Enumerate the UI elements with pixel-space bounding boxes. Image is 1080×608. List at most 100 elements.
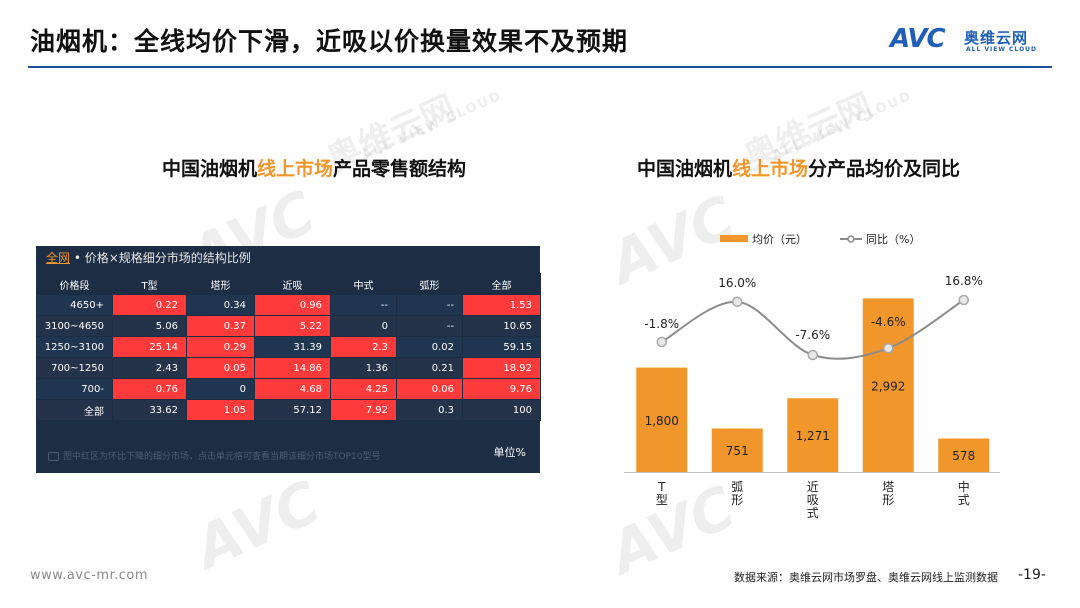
table-cell[interactable]: 14.86 bbox=[254, 357, 331, 379]
table-unit: 单位% bbox=[493, 446, 526, 459]
price-yoy-chart: 均价（元） 同比（%） 1,800 751 1,271 2,992 578 -1.8% 16.0… bbox=[624, 233, 1000, 520]
footer-url[interactable]: www.avc-mr.com bbox=[30, 568, 149, 583]
table-row: 全部 33.62 1.05 57.12 7.92 0.3 100 bbox=[36, 399, 541, 421]
table-cell[interactable]: 4.68 bbox=[254, 378, 331, 400]
table-cell[interactable]: 0.34 bbox=[186, 294, 255, 316]
table-cell[interactable]: 31.39 bbox=[254, 336, 331, 358]
yoy-point[interactable] bbox=[732, 296, 743, 308]
bar-value-label: 751 bbox=[726, 444, 749, 458]
table-row: 700~1250 2.43 0.05 14.86 1.36 0.21 18.92 bbox=[36, 357, 541, 379]
table-note-text: 图中红区为环比下降的细分市场，点击单元格可查看当期该细分市场TOP10型号 bbox=[63, 452, 381, 462]
table-cell[interactable]: 1.36 bbox=[330, 357, 397, 379]
bar-value-label: 2,992 bbox=[871, 379, 905, 393]
yoy-point[interactable] bbox=[883, 342, 894, 354]
bar[interactable] bbox=[938, 438, 990, 472]
bar[interactable] bbox=[787, 398, 839, 472]
right-title-highlight: 线上市场 bbox=[732, 158, 809, 180]
yoy-value-label: 16.8% bbox=[945, 274, 983, 288]
table-cell[interactable]: 2.43 bbox=[112, 357, 187, 379]
table-cell[interactable]: 0.76 bbox=[112, 378, 187, 400]
table-cell[interactable]: 0.05 bbox=[186, 357, 255, 379]
table-cell[interactable]: 0.29 bbox=[186, 336, 255, 358]
table-cell[interactable]: 0.21 bbox=[396, 357, 463, 379]
legend-bar-label: 均价（元） bbox=[752, 233, 807, 246]
watermark-mark: AVC bbox=[185, 467, 330, 583]
table-cell[interactable]: -- bbox=[396, 315, 463, 337]
yoy-point[interactable] bbox=[807, 349, 818, 361]
table-cell[interactable]: 0 bbox=[186, 378, 255, 400]
table-cell[interactable]: 9.76 bbox=[462, 378, 541, 400]
table-cell[interactable]: 0.3 bbox=[396, 399, 463, 421]
yoy-value-label: -1.8% bbox=[644, 317, 679, 331]
yoy-value-label: -7.6% bbox=[795, 328, 830, 342]
bar[interactable] bbox=[862, 298, 914, 472]
left-title-highlight: 线上市场 bbox=[257, 158, 334, 180]
table-cell[interactable]: 0 bbox=[330, 315, 397, 337]
table-cell[interactable]: 0.06 bbox=[396, 378, 463, 400]
table-cell[interactable]: 1.05 bbox=[186, 399, 255, 421]
legend-bar-swatch bbox=[720, 235, 748, 242]
table-cell[interactable]: 18.92 bbox=[462, 357, 541, 379]
table-cell[interactable]: 0.96 bbox=[254, 294, 331, 316]
table-row: 1250~3100 25.14 0.29 31.39 2.3 0.02 59.15 bbox=[36, 336, 541, 358]
table-cell[interactable]: 2.3 bbox=[330, 336, 397, 358]
table-cell[interactable]: 4.25 bbox=[330, 378, 397, 400]
category-label-char: 近 bbox=[807, 480, 819, 494]
bar[interactable] bbox=[636, 367, 688, 472]
category-label-char: T bbox=[657, 480, 666, 494]
table-row: 700- 0.76 0 4.68 4.25 0.06 9.76 bbox=[36, 378, 541, 400]
table-cell[interactable]: -- bbox=[396, 294, 463, 316]
table-cell[interactable]: -- bbox=[330, 294, 397, 316]
table-cell[interactable]: 1.53 bbox=[462, 294, 541, 316]
row-header: 1250~3100 bbox=[36, 336, 113, 358]
yoy-value-label: 16.0% bbox=[718, 276, 756, 290]
category-label-char: 型 bbox=[656, 493, 668, 507]
page-title: 油烟机：全线均价下滑，近吸以价换量效果不及预期 bbox=[30, 27, 629, 56]
panel-header: 全网 • 价格×规格细分市场的结构比例 bbox=[36, 246, 540, 271]
category-label-char: 弧 bbox=[731, 480, 743, 494]
structure-table: 价格段 T型 塔形 近吸 中式 弧形 全部 4650+ 0.22 0.34 0.96 -- -- 1.5… bbox=[36, 273, 541, 421]
table-cell[interactable]: 25.14 bbox=[112, 336, 187, 358]
avc-logo: AVC 奥维云网 ALL VIEW CLOUD bbox=[890, 24, 1060, 58]
table-header-row: 价格段 T型 塔形 近吸 中式 弧形 全部 bbox=[36, 273, 541, 295]
right-title-pre: 中国油烟机 bbox=[637, 158, 733, 180]
tab-all-network[interactable]: 全网 bbox=[46, 251, 71, 265]
row-header: 700- bbox=[36, 378, 113, 400]
table-row: 3100~4650 5.06 0.37 5.22 0 -- 10.65 bbox=[36, 315, 541, 337]
left-section-title: 中国油烟机线上市场产品零售额结构 bbox=[162, 154, 466, 181]
yoy-point[interactable] bbox=[958, 294, 969, 306]
page-number: -19- bbox=[1018, 567, 1046, 583]
bar-value-label: 1,800 bbox=[645, 414, 679, 428]
logo-en-text: ALL VIEW CLOUD bbox=[966, 46, 1038, 53]
table-cell[interactable]: 0.22 bbox=[112, 294, 187, 316]
table-cell[interactable]: 57.12 bbox=[254, 399, 331, 421]
table-cell[interactable]: 7.92 bbox=[330, 399, 397, 421]
bar-value-label: 1,271 bbox=[796, 429, 830, 443]
watermark-en: ALL VIEW CLOUD bbox=[360, 88, 505, 164]
table-cell[interactable]: 100 bbox=[462, 399, 541, 421]
row-header: 4650+ bbox=[36, 294, 113, 316]
legend-line-marker bbox=[847, 235, 855, 243]
column-header: 价格段 bbox=[36, 273, 113, 295]
category-label-char: 中 bbox=[958, 479, 970, 494]
left-title-pre: 中国油烟机 bbox=[162, 158, 258, 180]
table-cell[interactable]: 59.15 bbox=[462, 336, 541, 358]
column-header: T型 bbox=[112, 273, 187, 295]
table-cell[interactable]: 0.37 bbox=[186, 315, 255, 337]
row-header: 700~1250 bbox=[36, 357, 113, 379]
table-cell[interactable]: 0.02 bbox=[396, 336, 463, 358]
structure-table-panel: 全网 • 价格×规格细分市场的结构比例 价格段 T型 塔形 近吸 中式 弧形 全部 4650… bbox=[36, 246, 541, 473]
category-label-char: 式 bbox=[807, 506, 819, 520]
category-label-char: 形 bbox=[882, 493, 894, 507]
table-cell[interactable]: 33.62 bbox=[112, 399, 187, 421]
yoy-point[interactable] bbox=[656, 336, 667, 348]
table-cell[interactable]: 5.22 bbox=[254, 315, 331, 337]
table-cell[interactable]: 5.06 bbox=[112, 315, 187, 337]
table-cell[interactable]: 10.65 bbox=[462, 315, 541, 337]
column-header: 近吸 bbox=[254, 273, 331, 295]
category-label-char: 塔 bbox=[882, 480, 894, 494]
row-header: 3100~4650 bbox=[36, 315, 113, 337]
column-header: 弧形 bbox=[396, 273, 463, 295]
bar[interactable] bbox=[711, 428, 763, 472]
category-label-char: 形 bbox=[731, 493, 743, 507]
